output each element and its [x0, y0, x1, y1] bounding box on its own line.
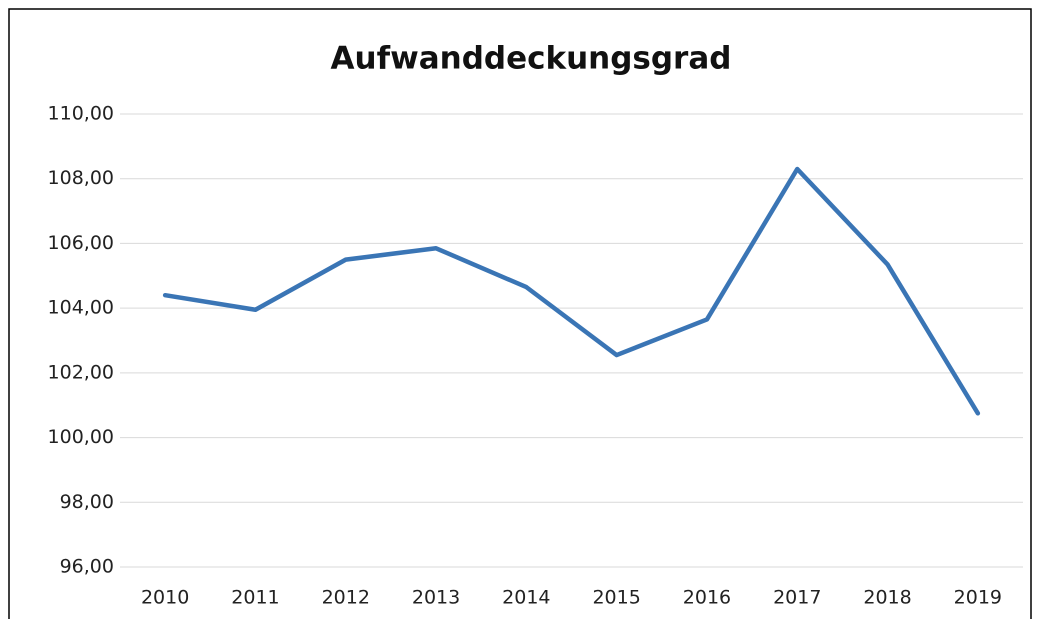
y-tick-label: 108,00: [48, 167, 114, 189]
x-tick-label: 2010: [141, 587, 189, 609]
y-tick-label: 104,00: [48, 297, 114, 319]
x-tick-label: 2019: [954, 587, 1002, 609]
x-tick-label: 2013: [412, 587, 460, 609]
x-tick-label: 2014: [502, 587, 550, 609]
y-tick-label: 102,00: [48, 361, 114, 383]
y-tick-label: 106,00: [48, 232, 114, 254]
x-tick-label: 2012: [322, 587, 370, 609]
x-tick-label: 2011: [231, 587, 279, 609]
data-line: [162, 166, 981, 416]
y-tick-label: 100,00: [48, 426, 114, 448]
x-tick-label: 2017: [773, 587, 821, 609]
x-tick-label: 2015: [592, 587, 640, 609]
y-tick-label: 98,00: [60, 491, 114, 513]
chart-title: Aufwanddeckungsgrad: [331, 41, 732, 77]
y-tick-label: 110,00: [48, 103, 114, 125]
chart-frame: [8, 8, 1032, 619]
x-tick-label: 2018: [863, 587, 911, 609]
x-tick-label: 2016: [683, 587, 731, 609]
y-tick-label: 96,00: [60, 556, 114, 578]
